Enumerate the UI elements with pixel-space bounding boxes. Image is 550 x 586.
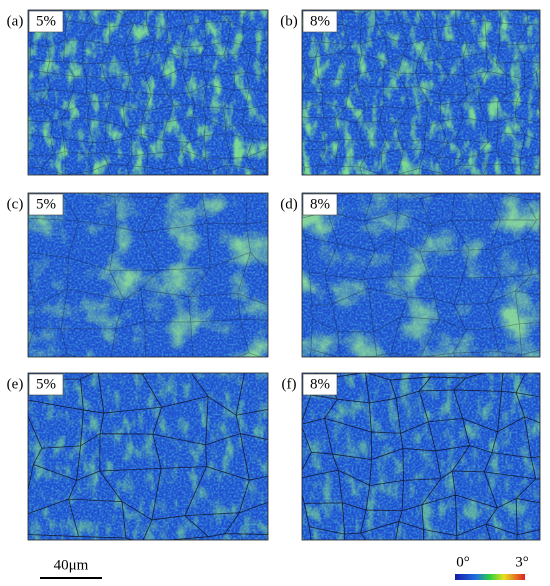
panel-tag: 5%: [36, 13, 56, 29]
map-strain: [302, 10, 540, 175]
tag-box: [28, 10, 64, 33]
colorbar-min: 0°: [456, 554, 470, 570]
grain-boundaries: [302, 373, 540, 540]
scale-bar-label: 40μm: [54, 557, 89, 573]
panel-label: (f): [282, 376, 297, 392]
kam-map-panel: [28, 10, 268, 175]
colorbar: [455, 574, 525, 580]
map-strain: [302, 373, 540, 540]
kam-map-panel: [302, 373, 540, 540]
map-strain: [28, 10, 268, 175]
panel-frame: [301, 372, 541, 541]
kam-map-panel: [302, 10, 540, 175]
map-strain: [28, 193, 268, 357]
grain-boundaries: [28, 193, 268, 357]
colorbar-max: 3°: [515, 554, 529, 570]
panel-frame: [27, 372, 269, 541]
panel-label: (e): [7, 376, 24, 392]
panel-tag: 8%: [310, 13, 330, 29]
panel-label: (b): [280, 13, 298, 29]
kam-map-panel: [302, 193, 540, 357]
panel-tag: 8%: [310, 196, 330, 212]
tag-box: [302, 10, 338, 33]
map-strain: [302, 193, 540, 357]
kam-map-panel: [28, 193, 268, 357]
tag-box: [302, 193, 338, 216]
panel-label: (c): [7, 196, 24, 212]
tag-box: [28, 373, 64, 396]
panel-frame: [301, 192, 541, 358]
panel-tag: 5%: [36, 196, 56, 212]
panel-frame: [27, 192, 269, 358]
panel-frame: [301, 9, 541, 176]
grain-boundaries: [302, 10, 540, 175]
panel-label: (d): [280, 196, 298, 212]
kam-map-panel: [28, 373, 268, 540]
tag-box: [302, 373, 338, 396]
map-strain: [28, 373, 268, 540]
panel-tag: 8%: [310, 376, 330, 392]
panel-label: (a): [7, 13, 24, 29]
panel-frame: [27, 9, 269, 176]
tag-box: [28, 193, 64, 216]
panel-tag: 5%: [36, 376, 56, 392]
